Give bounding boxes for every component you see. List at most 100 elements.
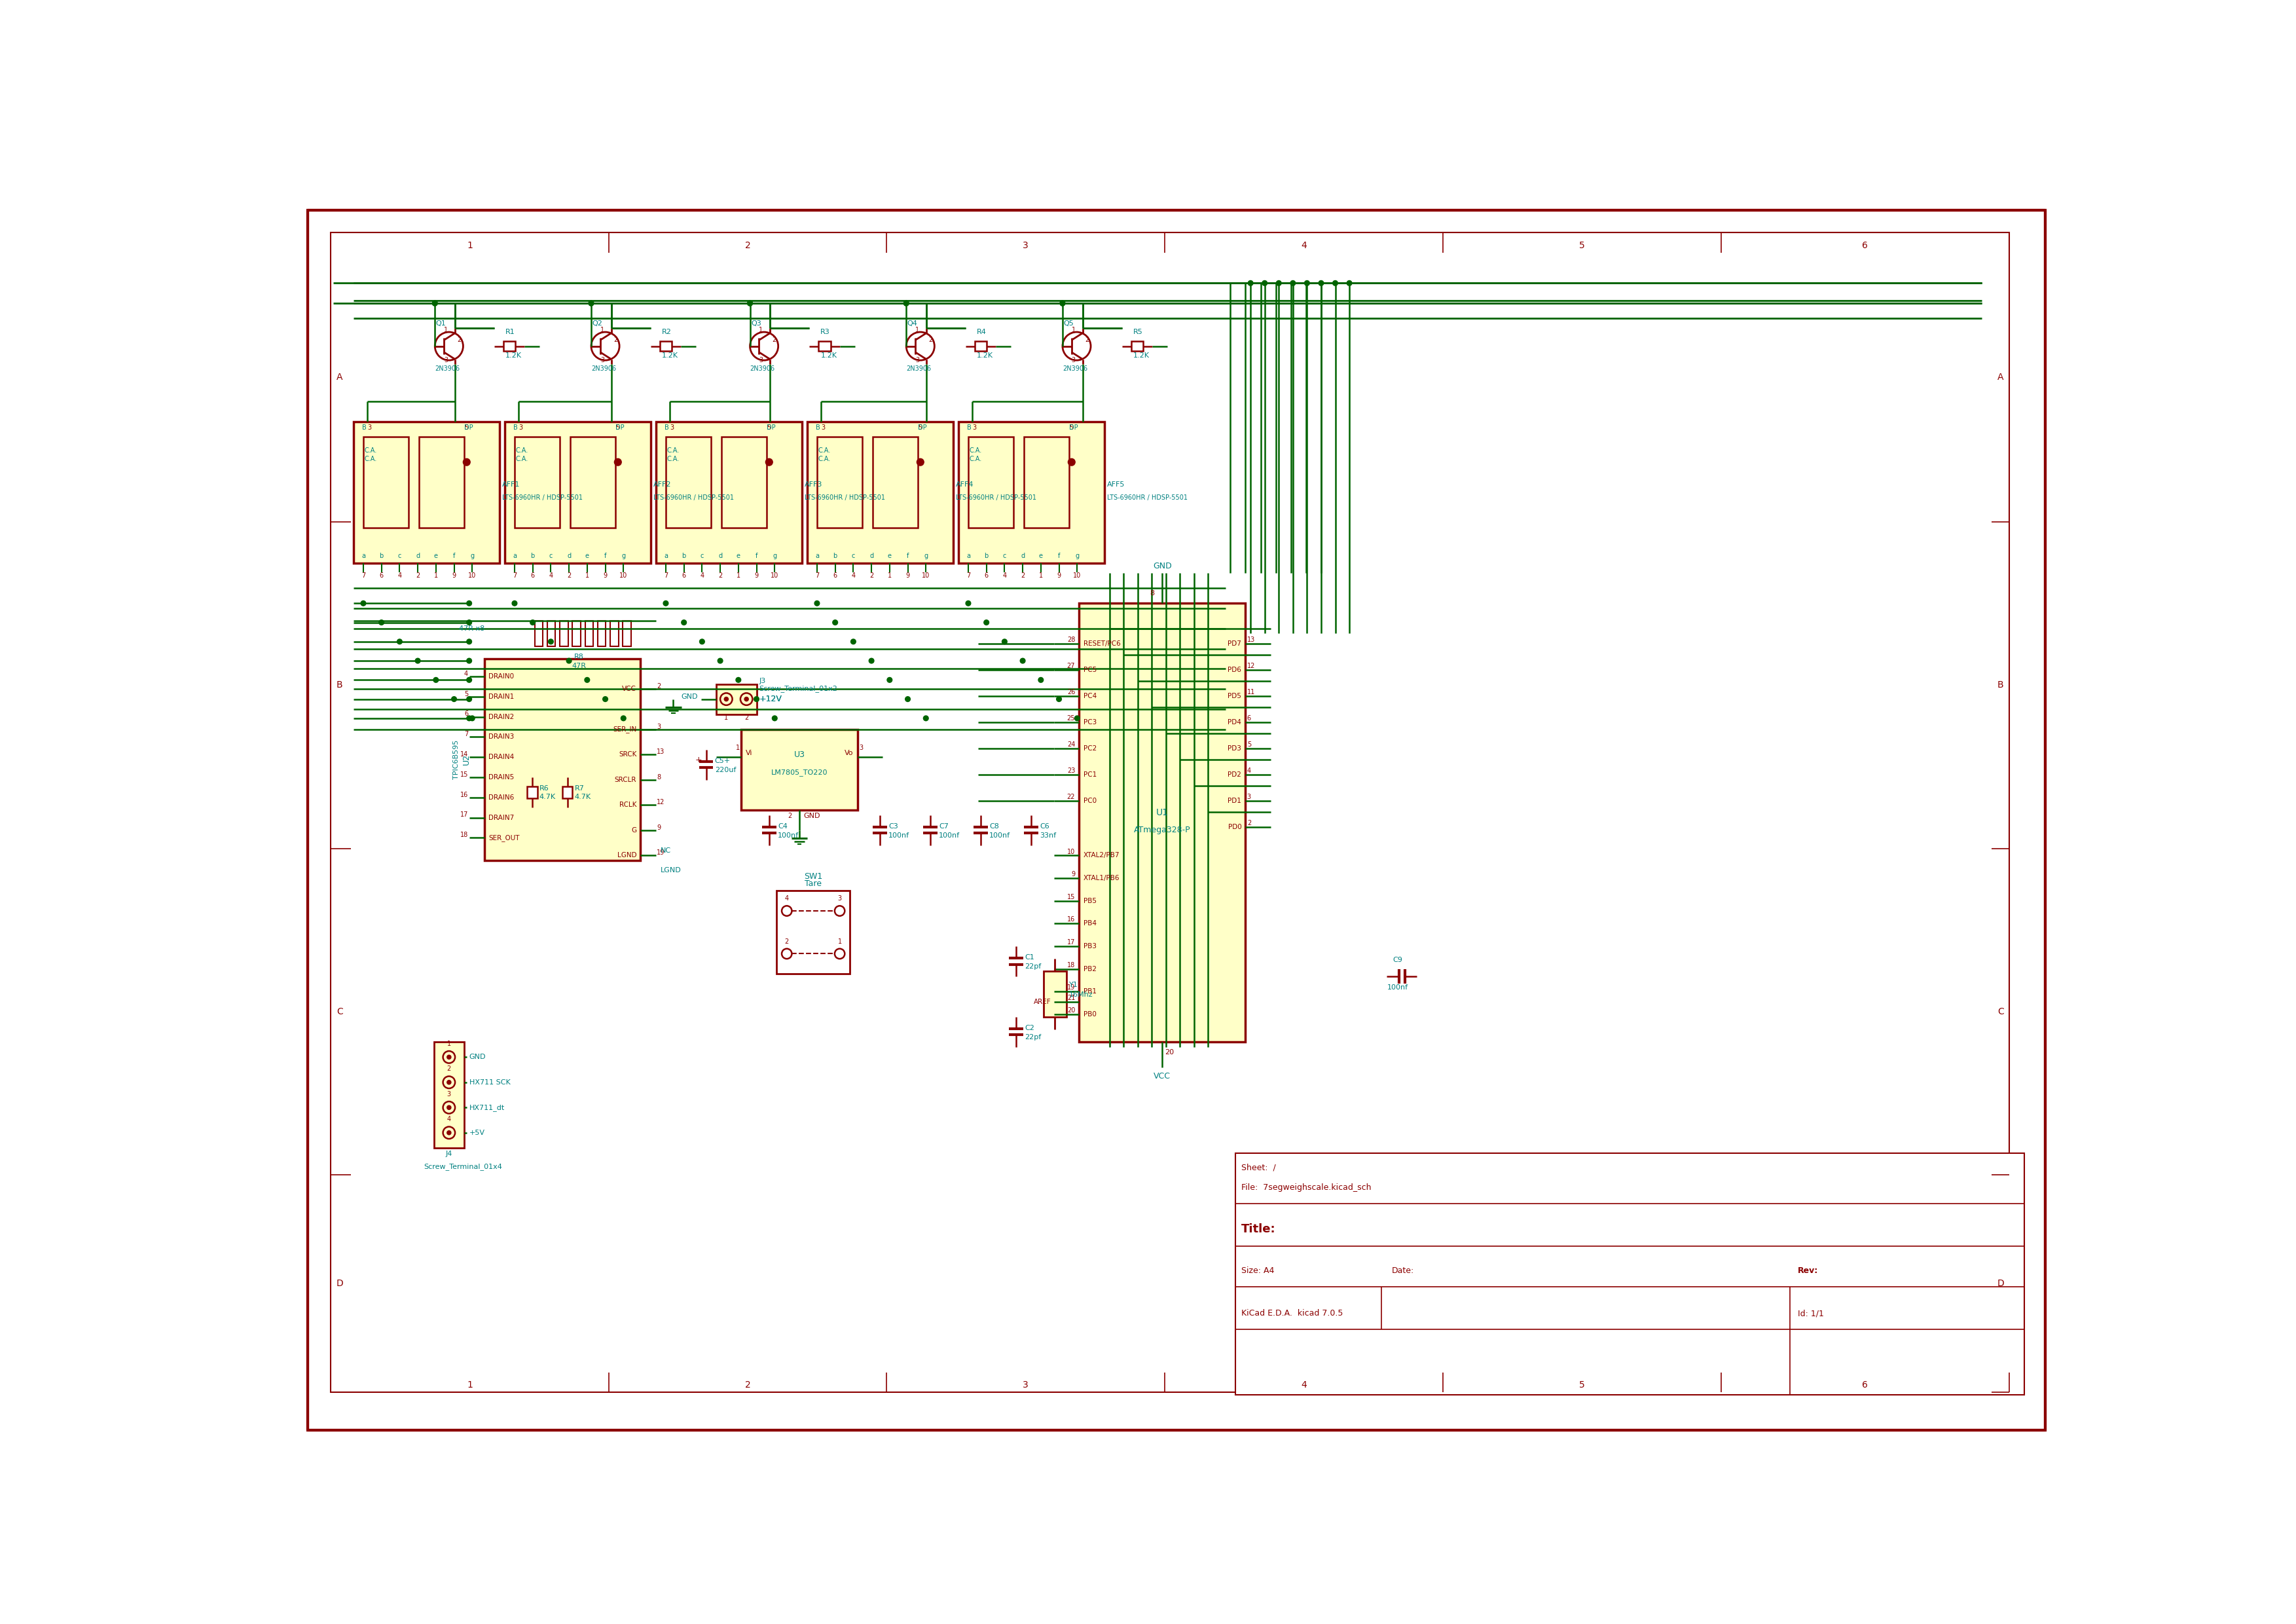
Text: PD2: PD2 — [1228, 771, 1242, 778]
Circle shape — [748, 300, 753, 305]
Text: LTS-6960HR / HDSP-5501: LTS-6960HR / HDSP-5501 — [652, 494, 735, 500]
Text: 1.2K: 1.2K — [661, 352, 677, 359]
Text: PD6: PD6 — [1228, 666, 1242, 672]
Circle shape — [1304, 281, 1309, 286]
Text: 7: 7 — [815, 572, 820, 578]
Text: +: + — [696, 755, 703, 763]
Circle shape — [781, 906, 792, 916]
Text: R6: R6 — [540, 786, 549, 793]
Circle shape — [1038, 677, 1042, 682]
Text: a: a — [360, 552, 365, 559]
Circle shape — [1061, 300, 1065, 305]
Text: Q2: Q2 — [592, 320, 602, 326]
Text: R2: R2 — [661, 328, 670, 335]
Text: DP: DP — [767, 424, 776, 430]
Text: 100nf: 100nf — [1387, 984, 1407, 991]
Text: +12V: +12V — [760, 695, 783, 703]
Circle shape — [744, 697, 748, 702]
Text: Sheet:  /: Sheet: / — [1242, 1163, 1277, 1171]
Text: 4.7K: 4.7K — [574, 794, 590, 801]
Text: C4: C4 — [778, 823, 788, 830]
Text: 25: 25 — [1068, 715, 1075, 721]
Text: 6: 6 — [833, 572, 838, 578]
Text: 5: 5 — [1070, 424, 1072, 430]
Text: File:  7segweighscale.kicad_sch: File: 7segweighscale.kicad_sch — [1242, 1184, 1371, 1192]
Text: Rev:: Rev: — [1798, 1267, 1818, 1275]
Text: c: c — [700, 552, 705, 559]
Circle shape — [448, 1080, 450, 1085]
Text: 17: 17 — [1068, 939, 1075, 945]
Text: 7: 7 — [512, 572, 517, 578]
Text: 2N3906: 2N3906 — [751, 365, 776, 372]
Text: 6: 6 — [1247, 715, 1251, 721]
Circle shape — [585, 677, 590, 682]
Text: 1: 1 — [889, 572, 891, 578]
Text: 20: 20 — [1068, 1007, 1075, 1013]
Bar — [1024, 437, 1070, 528]
Text: Y1: Y1 — [1070, 981, 1079, 987]
Bar — [1235, 1153, 2025, 1395]
Circle shape — [466, 677, 471, 682]
Text: GND: GND — [804, 812, 820, 818]
Bar — [872, 437, 918, 528]
Circle shape — [905, 300, 909, 305]
Circle shape — [466, 640, 471, 645]
Text: 3: 3 — [971, 424, 976, 430]
Text: PC3: PC3 — [1084, 719, 1097, 726]
Text: 9: 9 — [657, 823, 661, 831]
Text: e: e — [737, 552, 739, 559]
Text: C6: C6 — [1040, 823, 1049, 830]
Bar — [622, 620, 631, 646]
Text: C.A.: C.A. — [666, 456, 680, 463]
Circle shape — [1263, 281, 1267, 286]
Text: 100nf: 100nf — [990, 831, 1010, 838]
Circle shape — [967, 601, 971, 606]
Text: DP: DP — [918, 424, 928, 430]
Circle shape — [836, 906, 845, 916]
Circle shape — [466, 697, 471, 702]
Circle shape — [1075, 716, 1079, 721]
Text: C: C — [338, 1007, 342, 1017]
Text: 5: 5 — [1580, 240, 1584, 250]
Text: DRAIN5: DRAIN5 — [489, 775, 514, 781]
Text: 22: 22 — [1068, 794, 1075, 801]
Text: 4: 4 — [549, 572, 553, 578]
Text: 3: 3 — [916, 357, 918, 364]
Text: d: d — [567, 552, 572, 559]
Text: HX711 SCK: HX711 SCK — [468, 1078, 510, 1085]
Circle shape — [466, 658, 471, 663]
Text: PC0: PC0 — [1084, 797, 1097, 804]
Text: d: d — [719, 552, 723, 559]
Text: g: g — [774, 552, 776, 559]
Bar — [969, 437, 1013, 528]
Circle shape — [1063, 331, 1091, 361]
Bar — [1132, 341, 1143, 351]
Text: 10: 10 — [620, 572, 627, 578]
Text: e: e — [585, 552, 590, 559]
Circle shape — [833, 620, 838, 625]
Text: AFF5: AFF5 — [1107, 482, 1125, 489]
Text: DP: DP — [615, 424, 625, 430]
Bar — [585, 620, 592, 646]
Text: 12: 12 — [1247, 663, 1256, 669]
Text: U2: U2 — [461, 754, 471, 765]
Text: DRAIN4: DRAIN4 — [489, 754, 514, 760]
Text: Q4: Q4 — [907, 320, 918, 326]
Circle shape — [448, 1056, 450, 1059]
Text: LTS-6960HR / HDSP-5501: LTS-6960HR / HDSP-5501 — [1107, 494, 1187, 500]
Text: a: a — [967, 552, 971, 559]
Text: 5: 5 — [615, 424, 620, 430]
Text: Vi: Vi — [746, 750, 753, 757]
Text: R4: R4 — [976, 328, 987, 335]
Text: 2: 2 — [1022, 572, 1024, 578]
Circle shape — [464, 458, 471, 466]
Bar — [354, 422, 501, 564]
Text: 2: 2 — [771, 336, 776, 343]
Circle shape — [432, 300, 439, 305]
Circle shape — [1348, 281, 1352, 286]
Text: LM7805_TO220: LM7805_TO220 — [771, 768, 827, 776]
Text: 22pf: 22pf — [1024, 1034, 1042, 1041]
Text: 4: 4 — [397, 572, 402, 578]
Text: A: A — [338, 372, 342, 382]
Text: 1.2K: 1.2K — [820, 352, 838, 359]
